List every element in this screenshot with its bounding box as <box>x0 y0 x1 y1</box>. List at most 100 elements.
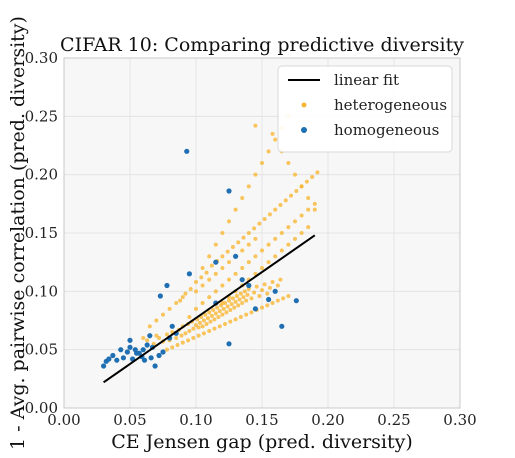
heterogeneous-point <box>212 317 217 322</box>
heterogeneous-point <box>161 312 165 317</box>
heterogeneous-point <box>207 254 212 259</box>
heterogeneous-point <box>240 248 245 253</box>
y-axis-ticks: 0.00 0.05 0.10 0.15 0.20 0.25 0.30 <box>25 49 58 417</box>
homogeneous-point <box>152 363 158 369</box>
heterogeneous-point <box>233 299 238 304</box>
heterogeneous-point <box>270 131 275 136</box>
heterogeneous-point <box>286 161 291 165</box>
x-axis-ticks: 0.00 0.05 0.10 0.15 0.20 0.25 0.30 <box>47 411 476 429</box>
heterogeneous-point <box>215 305 220 310</box>
heterogeneous-point <box>221 306 226 311</box>
homogeneous-point <box>226 341 232 347</box>
legend-homogeneous-label: homogeneous <box>334 121 439 139</box>
heterogeneous-point <box>260 161 264 165</box>
heterogeneous-point <box>286 225 291 230</box>
homogeneous-point <box>101 363 107 369</box>
heterogeneous-point <box>223 322 228 326</box>
heterogeneous-point <box>196 325 201 330</box>
heterogeneous-point <box>200 324 205 329</box>
chart-title: CIFAR 10: Comparing predictive diversity <box>60 34 464 56</box>
heterogeneous-point <box>225 304 230 309</box>
homogeneous-point <box>134 350 140 356</box>
heterogeneous-point <box>281 296 286 301</box>
heterogeneous-point <box>230 245 235 249</box>
heterogeneous-point <box>242 289 247 294</box>
x-tick-label: 0.25 <box>377 411 410 429</box>
heterogeneous-point <box>227 277 231 282</box>
heterogeneous-point <box>278 277 283 282</box>
heterogeneous-point <box>262 217 267 221</box>
plot-frame <box>63 57 461 409</box>
heterogeneous-point <box>213 311 218 316</box>
heterogeneous-point <box>244 298 249 303</box>
heterogeneous-point <box>234 294 239 298</box>
x-tick-label: 0.10 <box>179 411 212 429</box>
heterogeneous-point <box>241 235 246 240</box>
heterogeneous-point <box>175 343 180 347</box>
heterogeneous-point <box>178 298 183 303</box>
legend-box <box>277 65 453 153</box>
heterogeneous-point <box>183 291 188 296</box>
heterogeneous-point <box>312 207 317 212</box>
heterogeneous-point <box>293 236 297 241</box>
heterogeneous-point <box>293 219 297 224</box>
heterogeneous-point <box>188 287 193 291</box>
heterogeneous-point <box>228 308 233 312</box>
heterogeneous-point <box>220 301 225 305</box>
heterogeneous-point <box>312 201 317 206</box>
heterogeneous-point <box>187 315 192 319</box>
homogeneous-point <box>148 355 154 361</box>
heterogeneous-point <box>241 295 246 300</box>
y-tick-label: 0.00 <box>25 399 58 417</box>
heterogeneous-point <box>233 317 238 322</box>
legend-heterogeneous-label: heterogeneous <box>334 96 447 114</box>
heterogeneous-point <box>227 260 231 265</box>
heterogeneous-point <box>200 301 205 305</box>
heterogeneous-point <box>310 175 315 179</box>
homogeneous-point <box>239 277 245 283</box>
x-tick-label: 0.05 <box>113 411 146 429</box>
heterogeneous-point <box>224 310 229 315</box>
heterogeneous-point <box>315 170 320 175</box>
x-tick-label: 0.15 <box>245 411 278 429</box>
heterogeneous-point <box>262 282 267 287</box>
heterogeneous-point <box>244 312 249 317</box>
heterogeneous-point <box>246 260 251 265</box>
homogeneous-point <box>266 296 272 303</box>
heterogeneous-point <box>279 231 284 235</box>
heterogeneous-point <box>207 310 212 315</box>
homogeneous-point <box>213 259 219 265</box>
heterogeneous-point <box>275 283 280 288</box>
homogeneous-point <box>160 349 166 355</box>
heterogeneous-point <box>227 219 231 224</box>
heterogeneous-point <box>220 283 225 288</box>
heterogeneous-point <box>180 340 185 345</box>
heterogeneous-point <box>220 266 225 270</box>
homogeneous-point <box>141 357 148 363</box>
heterogeneous-point <box>246 231 251 235</box>
heterogeneous-point <box>273 236 278 241</box>
heterogeneous-point <box>232 305 237 310</box>
heterogeneous-point <box>253 236 258 241</box>
heterogeneous-point <box>253 123 258 128</box>
heterogeneous-point <box>191 326 196 331</box>
heterogeneous-point <box>201 331 206 336</box>
heterogeneous-point <box>147 324 152 329</box>
heterogeneous-point <box>289 193 294 198</box>
heterogeneous-point <box>179 333 184 338</box>
heterogeneous-point <box>230 296 235 301</box>
heterogeneous-point <box>205 316 210 321</box>
heterogeneous-point <box>294 189 299 193</box>
homogeneous-point <box>140 347 146 353</box>
homogeneous-point <box>186 271 192 277</box>
heterogeneous-point <box>204 322 209 326</box>
heterogeneous-point <box>275 298 280 303</box>
heterogeneous-point <box>217 309 222 314</box>
heterogeneous-point <box>249 310 254 315</box>
homogeneous-point <box>110 352 116 359</box>
homogeneous-point <box>164 282 170 289</box>
heterogeneous-point <box>213 271 218 276</box>
heterogeneous-point <box>260 305 264 310</box>
heterogeneous-point <box>209 263 214 268</box>
heterogeneous-point <box>207 329 212 333</box>
